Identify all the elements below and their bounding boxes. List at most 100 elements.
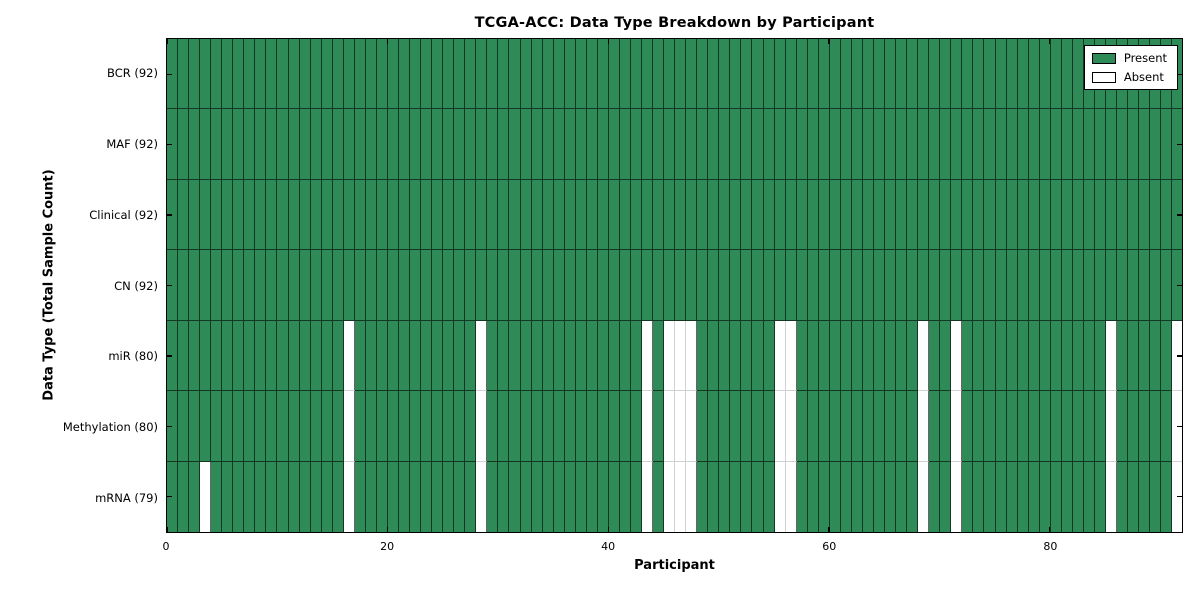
y-axis-tick [1177, 425, 1182, 428]
heatmap-cell [299, 179, 311, 251]
heatmap-cell [962, 461, 974, 532]
heatmap-cell [1150, 391, 1162, 462]
heatmap-cell [619, 179, 631, 251]
heatmap-cell [1161, 109, 1173, 180]
heatmap-cell [299, 109, 311, 180]
heatmap-cell [343, 320, 355, 392]
plot-area: Present Absent [166, 38, 1183, 533]
heatmap-cell [697, 461, 709, 532]
heatmap-cell [874, 391, 886, 462]
heatmap-cell [476, 391, 488, 462]
heatmap-cell [896, 250, 908, 321]
heatmap-cell [1128, 461, 1140, 532]
x-axis-tick [386, 39, 389, 44]
heatmap-cell [1083, 250, 1095, 321]
heatmap-cell [752, 461, 764, 532]
x-axis-tick [828, 527, 830, 532]
heatmap-cell [697, 39, 709, 110]
heatmap-cell [575, 250, 587, 321]
heatmap-cell [818, 320, 830, 392]
heatmap-cell [708, 391, 720, 462]
heatmap-cell [376, 250, 388, 321]
heatmap-cell [885, 179, 897, 251]
heatmap-cell [608, 250, 620, 321]
heatmap-cell [763, 250, 775, 321]
heatmap-cell [1072, 179, 1084, 251]
heatmap-cell [1006, 179, 1018, 251]
heatmap-cell [1094, 461, 1106, 532]
heatmap-cell [763, 461, 775, 532]
heatmap-cell [973, 109, 985, 180]
heatmap-cell [973, 461, 985, 532]
heatmap-cell [796, 391, 808, 462]
heatmap-cell [299, 250, 311, 321]
heatmap-cell [476, 109, 488, 180]
heatmap-cell [862, 391, 874, 462]
heatmap-cell [421, 391, 433, 462]
heatmap-cell [675, 461, 687, 532]
heatmap-cell [443, 250, 455, 321]
heatmap-cell [951, 109, 963, 180]
heatmap-cell [454, 461, 466, 532]
heatmap-cell [189, 461, 201, 532]
heatmap-cell [1117, 179, 1129, 251]
heatmap-cell [874, 320, 886, 392]
heatmap-cell [675, 39, 687, 110]
y-axis-tick [1177, 496, 1182, 498]
heatmap-cell [752, 39, 764, 110]
heatmap-cell [752, 179, 764, 251]
heatmap-cell [995, 39, 1007, 110]
heatmap-cell [222, 109, 234, 180]
heatmap-cell [376, 109, 388, 180]
heatmap-row [167, 250, 1183, 321]
heatmap-cell [697, 179, 709, 251]
heatmap-cell [421, 461, 433, 532]
x-axis-tick [166, 39, 168, 44]
heatmap-cell [664, 461, 676, 532]
heatmap-cell [1117, 250, 1129, 321]
legend: Present Absent [1083, 45, 1178, 90]
heatmap-cell [1050, 391, 1062, 462]
heatmap-cell [465, 39, 477, 110]
heatmap-cell [896, 461, 908, 532]
heatmap-cell [178, 250, 190, 321]
heatmap-cell [432, 391, 444, 462]
heatmap-cell [564, 109, 576, 180]
heatmap-cell [918, 461, 930, 532]
heatmap-cell [553, 109, 565, 180]
heatmap-cell [343, 250, 355, 321]
heatmap-cell [332, 179, 344, 251]
heatmap-cell [719, 179, 731, 251]
heatmap-cell [686, 320, 698, 392]
heatmap-cell [829, 461, 841, 532]
heatmap-cell [1061, 179, 1073, 251]
heatmap-cell [421, 250, 433, 321]
heatmap-cell [487, 461, 499, 532]
heatmap-cell [719, 109, 731, 180]
heatmap-cell [520, 109, 532, 180]
heatmap-cell [321, 109, 333, 180]
heatmap-cell [233, 320, 245, 392]
heatmap-cell [597, 109, 609, 180]
heatmap-cell [686, 461, 698, 532]
heatmap-cell [1139, 250, 1151, 321]
heatmap-cell [398, 109, 411, 180]
heatmap-cell [642, 320, 654, 392]
heatmap-cell [896, 39, 908, 110]
heatmap-cell [454, 179, 466, 251]
heatmap-cell [1006, 39, 1018, 110]
heatmap-cell [907, 391, 919, 462]
heatmap-cell [476, 461, 488, 532]
y-axis-tick [167, 284, 172, 287]
heatmap-cell [807, 391, 819, 462]
x-axis-tick [1048, 39, 1051, 44]
heatmap-cell [376, 461, 388, 532]
heatmap-cell [653, 109, 665, 180]
legend-label: Present [1123, 51, 1167, 65]
heatmap-cell [487, 109, 499, 180]
heatmap-cell [553, 391, 565, 462]
heatmap-cell [608, 461, 620, 532]
heatmap-cell [630, 250, 643, 321]
heatmap-cell [310, 109, 322, 180]
